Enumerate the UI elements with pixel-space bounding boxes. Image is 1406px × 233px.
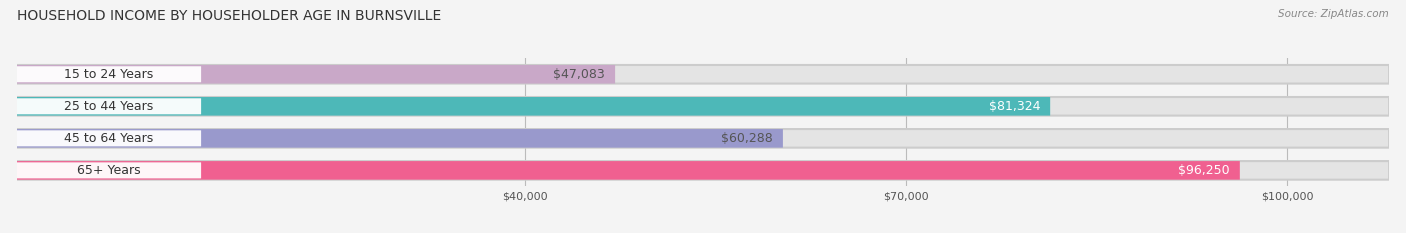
- FancyBboxPatch shape: [17, 66, 201, 82]
- FancyBboxPatch shape: [17, 97, 1389, 116]
- Text: $81,324: $81,324: [988, 100, 1040, 113]
- Text: Source: ZipAtlas.com: Source: ZipAtlas.com: [1278, 9, 1389, 19]
- FancyBboxPatch shape: [17, 97, 1050, 116]
- FancyBboxPatch shape: [17, 65, 1389, 84]
- FancyBboxPatch shape: [17, 161, 1389, 180]
- Text: $60,288: $60,288: [721, 132, 773, 145]
- Text: 45 to 64 Years: 45 to 64 Years: [65, 132, 153, 145]
- FancyBboxPatch shape: [17, 65, 614, 84]
- Text: 15 to 24 Years: 15 to 24 Years: [65, 68, 153, 81]
- FancyBboxPatch shape: [17, 129, 1389, 148]
- FancyBboxPatch shape: [17, 129, 783, 148]
- FancyBboxPatch shape: [17, 130, 201, 146]
- Text: $96,250: $96,250: [1178, 164, 1230, 177]
- FancyBboxPatch shape: [17, 161, 1240, 180]
- Text: HOUSEHOLD INCOME BY HOUSEHOLDER AGE IN BURNSVILLE: HOUSEHOLD INCOME BY HOUSEHOLDER AGE IN B…: [17, 9, 441, 23]
- Text: $47,083: $47,083: [553, 68, 605, 81]
- Text: 25 to 44 Years: 25 to 44 Years: [65, 100, 153, 113]
- FancyBboxPatch shape: [17, 98, 201, 114]
- Text: 65+ Years: 65+ Years: [77, 164, 141, 177]
- FancyBboxPatch shape: [17, 162, 201, 178]
